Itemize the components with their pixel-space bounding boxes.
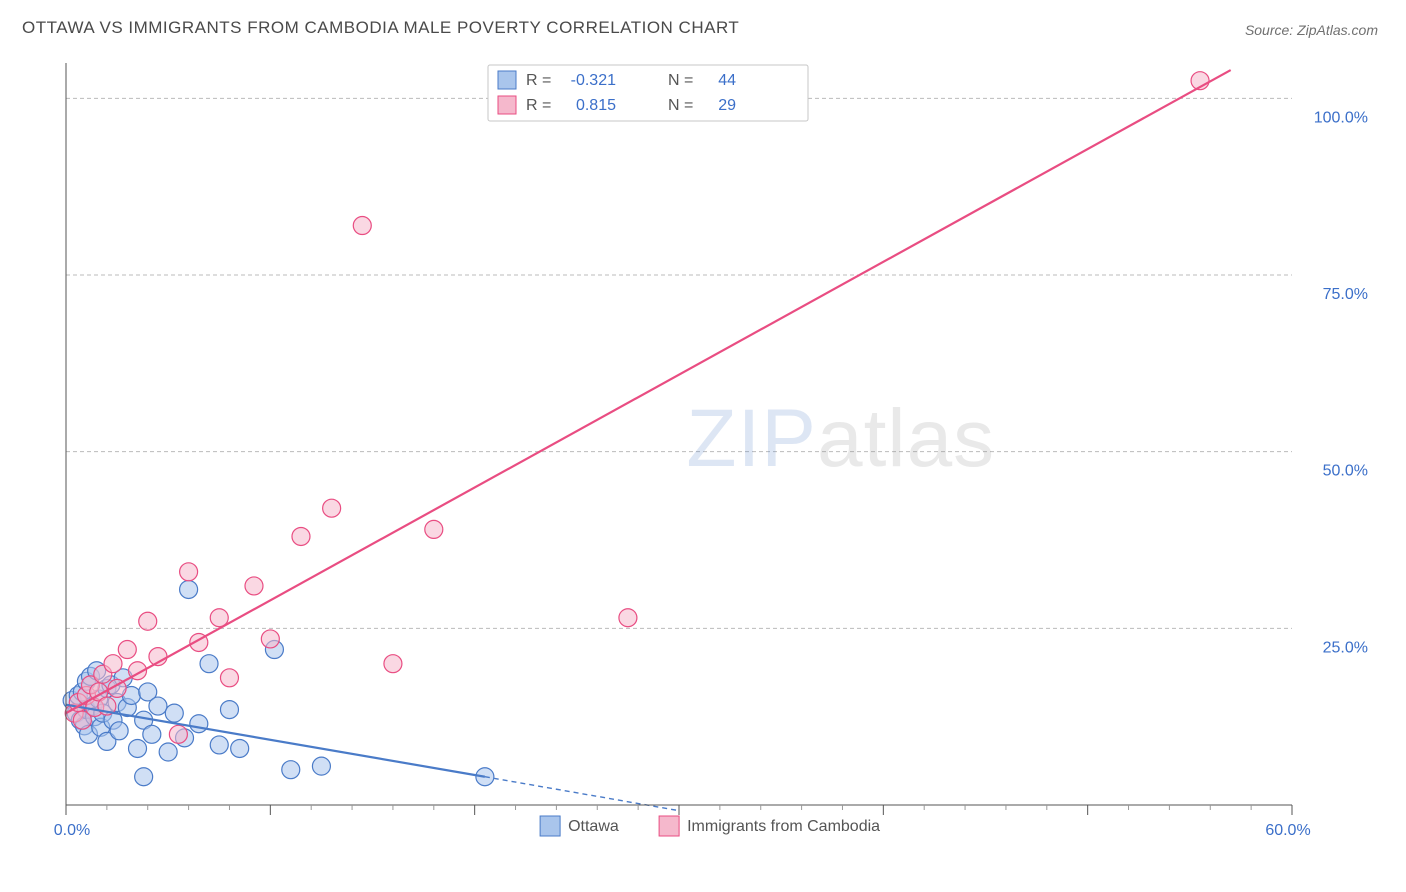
scatter-point bbox=[384, 655, 402, 673]
scatter-point bbox=[180, 563, 198, 581]
x-tick-label: 0.0% bbox=[54, 822, 90, 839]
source-attribution: Source: ZipAtlas.com bbox=[1245, 22, 1378, 38]
scatter-point bbox=[129, 739, 147, 757]
scatter-point bbox=[261, 630, 279, 648]
scatter-point bbox=[312, 757, 330, 775]
scatter-point bbox=[165, 704, 183, 722]
correlation-chart: ZIPatlas 25.0%50.0%75.0%100.0%0.0%60.0%M… bbox=[48, 55, 1378, 845]
stats-r-value: 0.815 bbox=[576, 97, 616, 114]
scatter-point bbox=[282, 761, 300, 779]
scatter-point bbox=[210, 736, 228, 754]
regression-line-extrapolated bbox=[485, 777, 679, 811]
scatter-point bbox=[159, 743, 177, 761]
stats-n-value: 29 bbox=[718, 97, 736, 114]
y-tick-label: 75.0% bbox=[1323, 286, 1368, 303]
watermark: ZIPatlas bbox=[686, 393, 995, 484]
scatter-point bbox=[220, 701, 238, 719]
scatter-point bbox=[245, 577, 263, 595]
y-tick-label: 100.0% bbox=[1314, 109, 1368, 126]
scatter-point bbox=[425, 520, 443, 538]
scatter-point bbox=[118, 641, 136, 659]
scatter-point bbox=[180, 580, 198, 598]
scatter-point bbox=[292, 527, 310, 545]
stats-r-label: R = bbox=[526, 97, 551, 114]
scatter-point bbox=[619, 609, 637, 627]
stats-swatch bbox=[498, 96, 516, 114]
scatter-point bbox=[143, 725, 161, 743]
scatter-point bbox=[220, 669, 238, 687]
stats-r-label: R = bbox=[526, 72, 551, 89]
chart-title: OTTAWA VS IMMIGRANTS FROM CAMBODIA MALE … bbox=[22, 18, 739, 38]
scatter-point bbox=[169, 725, 187, 743]
stats-n-value: 44 bbox=[718, 72, 736, 89]
regression-line bbox=[66, 705, 485, 777]
legend-label: Immigrants from Cambodia bbox=[687, 818, 880, 835]
legend-swatch bbox=[540, 816, 560, 836]
legend-label: Ottawa bbox=[568, 818, 619, 835]
legend-swatch bbox=[659, 816, 679, 836]
scatter-point bbox=[200, 655, 218, 673]
scatter-point bbox=[139, 612, 157, 630]
scatter-point bbox=[190, 715, 208, 733]
stats-n-label: N = bbox=[668, 72, 693, 89]
axes bbox=[66, 63, 1292, 805]
scatter-point bbox=[231, 739, 249, 757]
y-tick-label: 25.0% bbox=[1323, 639, 1368, 656]
scatter-point bbox=[353, 217, 371, 235]
scatter-point bbox=[135, 768, 153, 786]
scatter-point bbox=[323, 499, 341, 517]
stats-swatch bbox=[498, 71, 516, 89]
scatter-point bbox=[149, 697, 167, 715]
stats-n-label: N = bbox=[668, 97, 693, 114]
regression-line bbox=[66, 70, 1231, 713]
x-tick-label: 60.0% bbox=[1265, 822, 1310, 839]
y-tick-label: 50.0% bbox=[1323, 463, 1368, 480]
scatter-point bbox=[110, 722, 128, 740]
scatter-point bbox=[104, 655, 122, 673]
stats-r-value: -0.321 bbox=[571, 72, 616, 89]
